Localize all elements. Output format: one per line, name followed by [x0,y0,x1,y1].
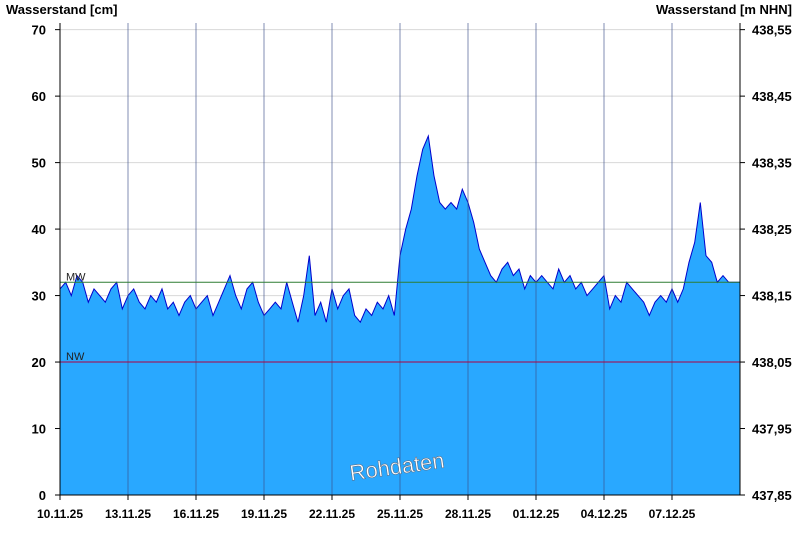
left-tick-label: 40 [32,222,46,237]
right-tick-label: 437,95 [752,422,792,437]
left-tick-label: 70 [32,23,46,38]
x-tick-label: 10.11.25 [37,507,83,521]
reference-lines: MW NW [60,271,740,363]
x-tick-label: 04.12.25 [581,507,628,521]
left-tick-label: 60 [32,89,46,104]
left-tick-labels: 0 10 20 30 40 50 60 70 [32,23,60,503]
x-tick-label: 01.12.25 [513,507,560,521]
x-tick-labels: 10.11.25 13.11.25 16.11.25 19.11.25 22.11.25… [37,495,696,521]
right-tick-labels: 437,85 437,95 438,05 438,15 438,25 438,35 438,… [740,23,792,503]
right-tick-label: 438,35 [752,156,792,171]
x-tick-label: 13.11.25 [105,507,151,521]
x-tick-label: 19.11.25 [241,507,287,521]
right-tick-label: 437,85 [752,488,792,503]
right-tick-label: 438,25 [752,222,792,237]
x-tick-label: 25.11.25 [377,507,423,521]
right-tick-label: 438,15 [752,289,792,304]
reference-label-mw: MW [66,271,86,283]
vertical-date-lines [127,23,673,495]
x-tick-label: 16.11.25 [173,507,219,521]
x-tick-label: 28.11.25 [445,507,491,521]
left-tick-label: 20 [32,355,46,370]
right-tick-label: 438,05 [752,355,792,370]
right-axis-title: Wasserstand [m NHN] [655,2,792,17]
left-tick-label: 10 [32,422,46,437]
left-tick-label: 30 [32,289,46,304]
right-tick-label: 438,45 [752,89,792,104]
x-tick-label: 07.12.25 [649,507,696,521]
x-tick-label: 22.11.25 [309,507,355,521]
left-tick-label: 50 [32,156,46,171]
right-tick-label: 438,55 [752,23,792,38]
reference-label-nw: NW [66,351,85,363]
left-axis-title: Wasserstand [cm] [6,2,118,17]
left-tick-label: 0 [39,488,46,503]
